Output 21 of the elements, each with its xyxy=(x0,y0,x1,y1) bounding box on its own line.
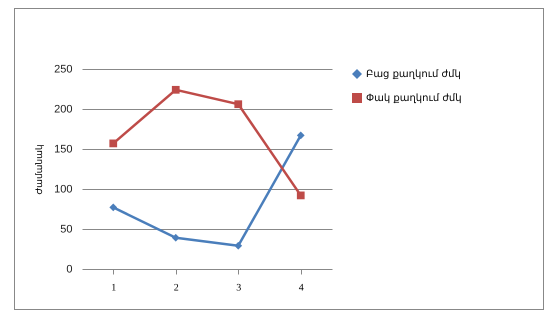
x-tick-label: 4 xyxy=(298,282,304,294)
y-axis-title: Ժամանակ xyxy=(35,144,46,195)
x-tick-label: 3 xyxy=(236,282,242,294)
y-tick-label: 200 xyxy=(54,104,72,116)
y-tick-label: 100 xyxy=(54,184,72,196)
y-tick-label: 50 xyxy=(60,224,72,236)
y-tick-label: 250 xyxy=(54,64,72,76)
point xyxy=(296,192,305,200)
y-tick-label: 150 xyxy=(54,144,72,156)
point xyxy=(172,234,180,242)
point xyxy=(234,242,242,250)
point xyxy=(109,140,118,148)
x-tick-label: 1 xyxy=(111,282,116,294)
legend-label: Բաց քաղկում ժմկ xyxy=(366,69,461,80)
legend-label: Փակ քաղկում ժմկ xyxy=(366,93,462,104)
point xyxy=(109,204,118,212)
y-tick-label: 0 xyxy=(66,264,72,276)
x-tick-label: 2 xyxy=(174,282,179,294)
point xyxy=(234,100,242,108)
point xyxy=(296,132,305,140)
point xyxy=(172,86,180,94)
